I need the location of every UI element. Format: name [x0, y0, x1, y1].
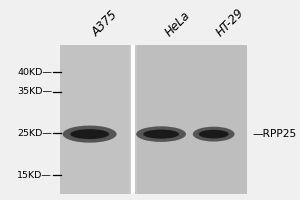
Ellipse shape — [63, 126, 117, 143]
Ellipse shape — [70, 129, 109, 139]
Ellipse shape — [193, 127, 235, 142]
Text: 25KD—: 25KD— — [17, 129, 52, 138]
Text: HT-29: HT-29 — [214, 6, 247, 39]
FancyBboxPatch shape — [60, 45, 129, 194]
FancyBboxPatch shape — [137, 45, 248, 194]
Text: A375: A375 — [90, 8, 120, 39]
FancyBboxPatch shape — [131, 45, 135, 194]
Ellipse shape — [136, 126, 186, 142]
Ellipse shape — [143, 130, 179, 139]
Text: 35KD—: 35KD— — [17, 87, 52, 96]
Text: —RPP25: —RPP25 — [253, 129, 297, 139]
Text: 40KD—: 40KD— — [17, 68, 52, 77]
FancyBboxPatch shape — [60, 45, 248, 194]
Text: HeLa: HeLa — [163, 9, 193, 39]
Text: 15KD—: 15KD— — [17, 171, 52, 180]
Ellipse shape — [199, 130, 229, 138]
